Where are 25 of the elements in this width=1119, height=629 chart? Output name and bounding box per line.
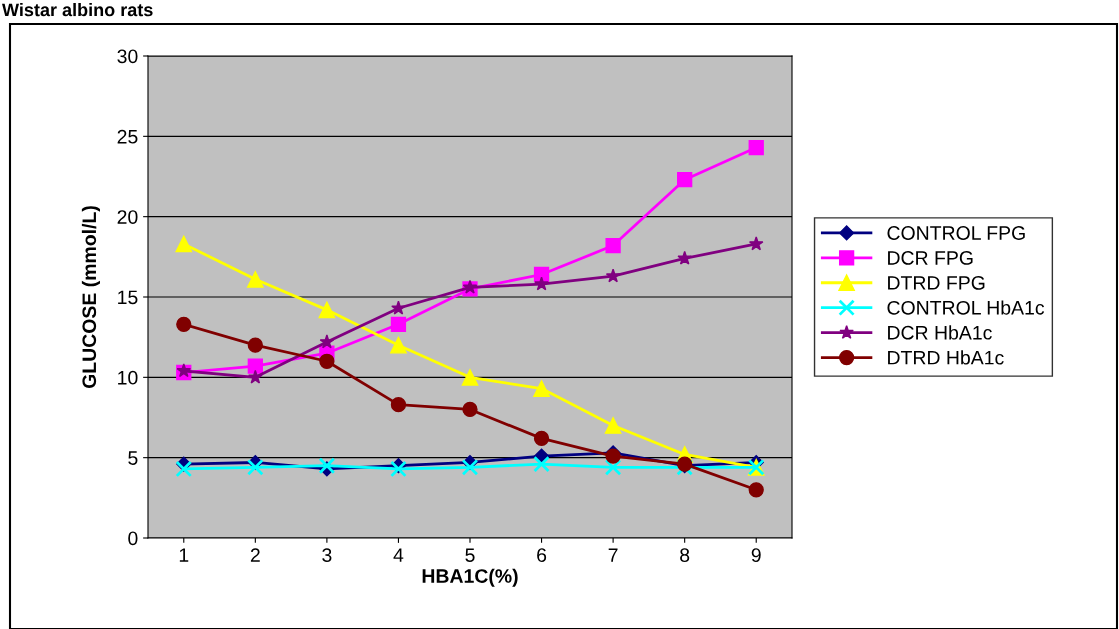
y-tick-label: 10 xyxy=(118,370,138,385)
chart-title: Wistar albino rats xyxy=(2,3,153,17)
y-tick-label: 20 xyxy=(117,210,138,224)
y-tick-label: 25 xyxy=(117,129,138,144)
legend-label: CONTROL HbA1c xyxy=(887,300,1045,315)
x-tick-label: 7 xyxy=(608,548,618,562)
x-tick-label: 6 xyxy=(537,548,547,562)
y-tick-label: 15 xyxy=(118,290,138,305)
x-tick-label: 2 xyxy=(250,548,260,562)
y-tick-label: 5 xyxy=(128,451,138,465)
legend-label: DTRD HbA1c xyxy=(888,350,1004,365)
y-tick-label: 0 xyxy=(128,531,138,546)
x-axis-title: HBA1C(%) xyxy=(422,568,518,587)
legend-label: DCR FPG xyxy=(888,251,973,265)
y-axis-title: GLUCOSE (mmol/L) xyxy=(81,206,100,389)
x-tick-label: 8 xyxy=(680,548,690,562)
x-tick-label: 9 xyxy=(751,548,761,562)
x-tick-label: 5 xyxy=(465,548,475,562)
x-tick-label: 4 xyxy=(393,548,404,562)
legend-label: DCR HbA1c xyxy=(888,325,992,340)
legend-label: DTRD FPG xyxy=(888,275,985,290)
x-tick-label: 3 xyxy=(322,548,332,562)
x-tick-label: 1 xyxy=(179,548,189,562)
y-tick-label: 30 xyxy=(117,49,138,64)
legend-label: CONTROL FPG xyxy=(887,226,1025,240)
